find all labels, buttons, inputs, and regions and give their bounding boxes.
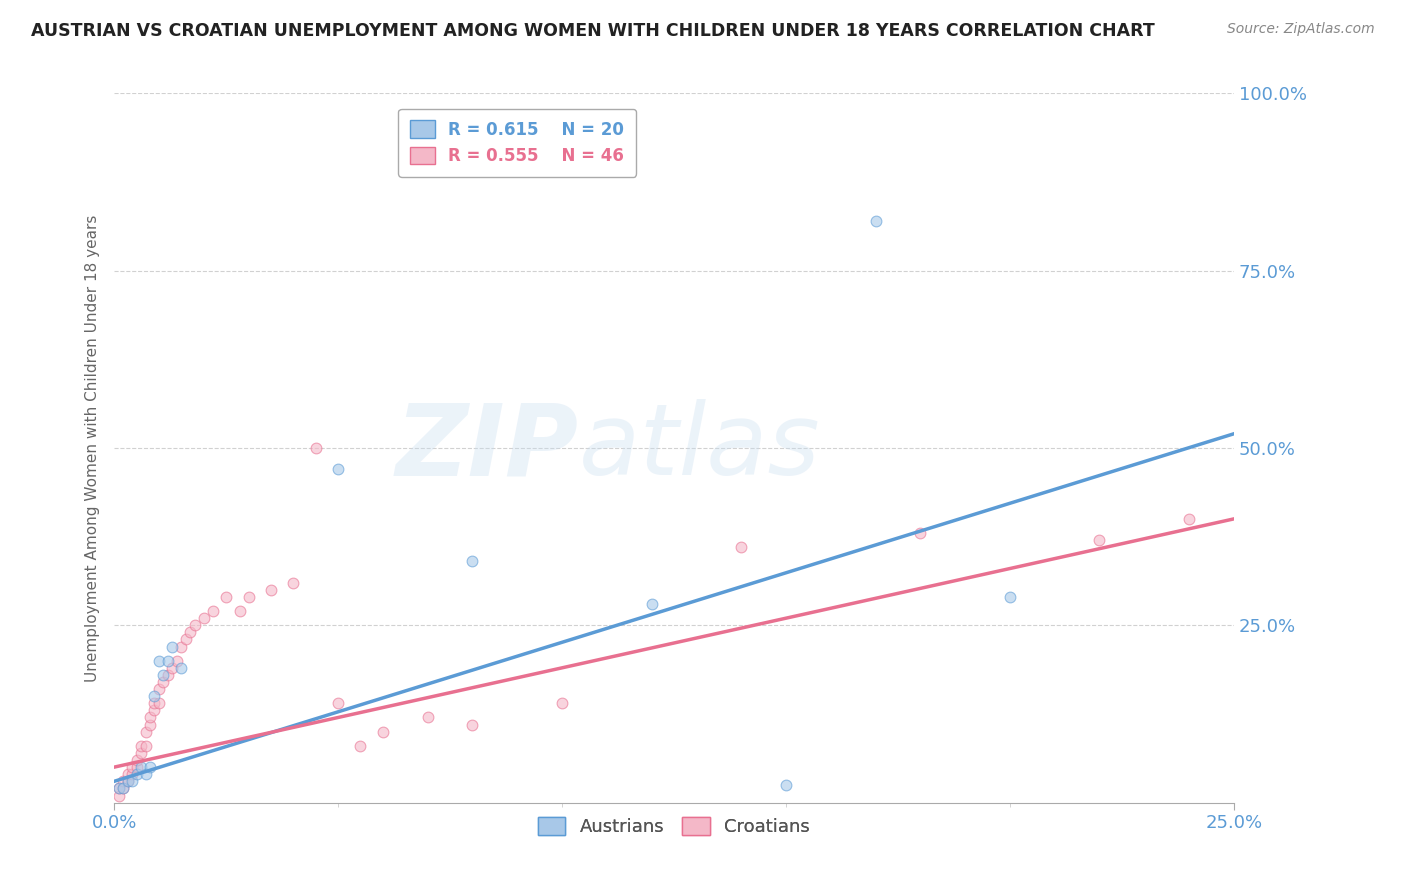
Point xyxy=(112,781,135,796)
Point xyxy=(152,668,174,682)
Point xyxy=(135,739,157,753)
Point xyxy=(461,554,484,568)
Point xyxy=(107,781,129,796)
Point xyxy=(228,604,250,618)
Point xyxy=(148,696,170,710)
Legend: Austrians, Croatians: Austrians, Croatians xyxy=(531,809,817,843)
Point xyxy=(371,724,394,739)
Point xyxy=(166,654,188,668)
Point xyxy=(107,789,129,803)
Point xyxy=(162,661,184,675)
Point xyxy=(170,661,193,675)
Point xyxy=(139,760,162,774)
Point xyxy=(349,739,371,753)
Point xyxy=(143,690,166,704)
Point xyxy=(283,575,305,590)
Point xyxy=(135,724,157,739)
Point xyxy=(148,682,170,697)
Point xyxy=(112,774,135,789)
Point xyxy=(143,703,166,717)
Point xyxy=(121,767,143,781)
Point xyxy=(170,640,193,654)
Point xyxy=(326,696,349,710)
Point xyxy=(1088,533,1111,548)
Point xyxy=(730,541,752,555)
Point xyxy=(179,625,201,640)
Point xyxy=(112,781,135,796)
Point xyxy=(125,753,148,767)
Point xyxy=(135,767,157,781)
Point xyxy=(107,781,129,796)
Point xyxy=(910,526,932,541)
Point xyxy=(775,778,797,792)
Point xyxy=(193,611,215,625)
Point xyxy=(238,590,260,604)
Point xyxy=(184,618,207,632)
Point xyxy=(998,590,1021,604)
Point xyxy=(640,597,662,611)
Point xyxy=(117,774,139,789)
Point xyxy=(152,675,174,690)
Text: AUSTRIAN VS CROATIAN UNEMPLOYMENT AMONG WOMEN WITH CHILDREN UNDER 18 YEARS CORRE: AUSTRIAN VS CROATIAN UNEMPLOYMENT AMONG … xyxy=(31,22,1154,40)
Point xyxy=(148,654,170,668)
Point xyxy=(174,632,197,647)
Text: ZIP: ZIP xyxy=(396,400,579,497)
Point xyxy=(125,760,148,774)
Point xyxy=(865,214,887,228)
Point xyxy=(117,767,139,781)
Point xyxy=(461,717,484,731)
Point xyxy=(129,746,152,760)
Y-axis label: Unemployment Among Women with Children Under 18 years: Unemployment Among Women with Children U… xyxy=(86,214,100,681)
Point xyxy=(215,590,238,604)
Text: Source: ZipAtlas.com: Source: ZipAtlas.com xyxy=(1227,22,1375,37)
Point xyxy=(156,654,179,668)
Point xyxy=(1178,512,1201,526)
Text: atlas: atlas xyxy=(579,400,821,497)
Point xyxy=(326,462,349,476)
Point xyxy=(121,760,143,774)
Point xyxy=(129,739,152,753)
Point xyxy=(143,696,166,710)
Point xyxy=(260,582,283,597)
Point xyxy=(121,774,143,789)
Point xyxy=(551,696,574,710)
Point xyxy=(305,441,328,455)
Point xyxy=(162,640,184,654)
Point xyxy=(125,767,148,781)
Point xyxy=(416,710,439,724)
Point xyxy=(139,717,162,731)
Point xyxy=(117,774,139,789)
Point xyxy=(201,604,224,618)
Point xyxy=(139,710,162,724)
Point xyxy=(156,668,179,682)
Point xyxy=(129,760,152,774)
